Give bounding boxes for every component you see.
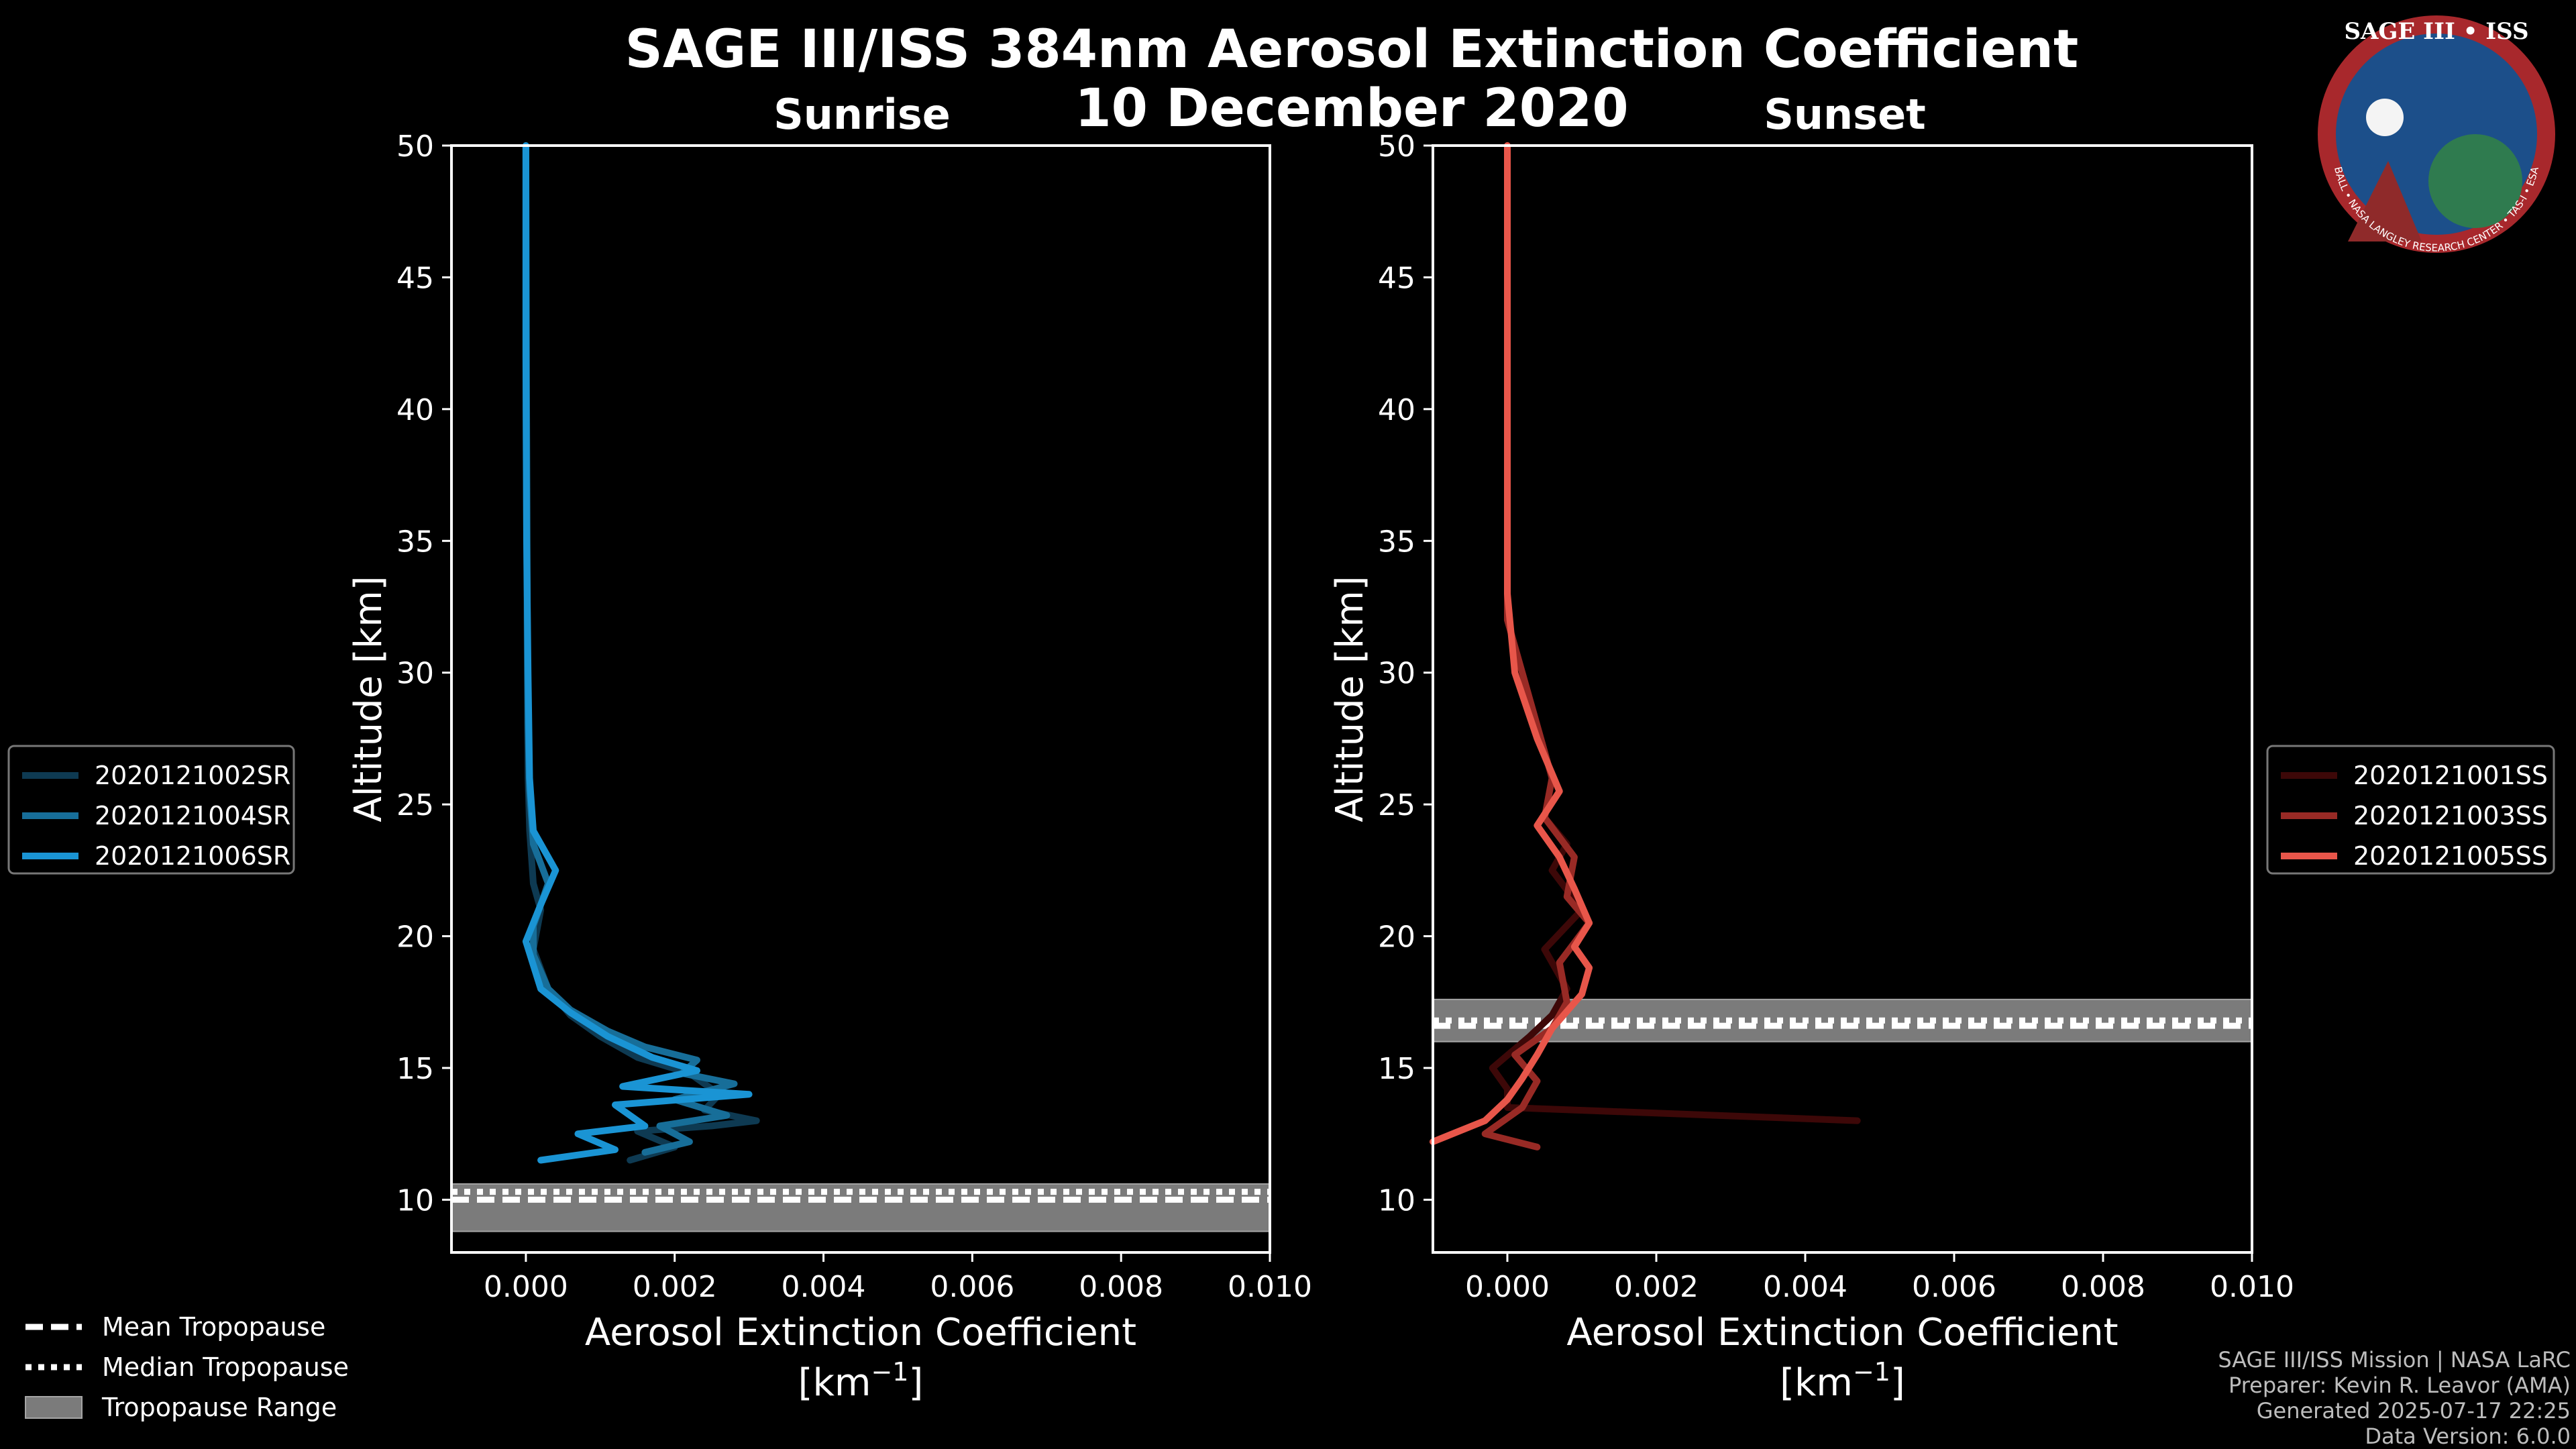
sunrise-panel-title: Sunrise bbox=[773, 90, 951, 139]
sunrise-y-tick-label: 25 bbox=[396, 788, 434, 822]
sunset-x-tick-label: 0.008 bbox=[2061, 1270, 2145, 1304]
logo-figure bbox=[2348, 161, 2422, 241]
sunrise-x-tick-label: 0.006 bbox=[930, 1270, 1014, 1304]
sunset-ticks-layer: 0.000 0.002 0.004 0.006 0.008 0.010 10 15 20 25 30… bbox=[1378, 129, 2294, 1304]
sunrise-panel: 0.000 0.002 0.004 0.006 0.008 0.010 10 15 20 25 30… bbox=[347, 129, 1312, 1405]
sunrise-y-axis-label: Altitude [km] bbox=[347, 576, 390, 822]
legend-label-2020121001SS: 2020121001SS bbox=[2353, 761, 2548, 790]
sage-logo: SAGE III • ISS BALL • NASA LANGLEY RESEA… bbox=[2318, 15, 2555, 254]
series-line-2020121005SS bbox=[1430, 142, 1593, 1145]
sunrise-y-tick-label: 35 bbox=[396, 525, 434, 559]
sunset-y-tick-label: 25 bbox=[1378, 788, 1415, 822]
sunset-y-tick-label: 30 bbox=[1378, 657, 1415, 691]
logo-text: SAGE III • ISS bbox=[2344, 18, 2528, 45]
sunrise-y-tick-label: 10 bbox=[396, 1183, 434, 1218]
sunrise-axes-frame bbox=[450, 144, 1271, 1254]
sunset-panel-title: Sunset bbox=[1764, 90, 1926, 139]
sunrise-x-tick-label: 0.000 bbox=[484, 1270, 568, 1304]
series-line-2020121001SS bbox=[1489, 142, 1861, 1124]
tropopause-legend: Mean Tropopause Median Tropopause Tropop… bbox=[25, 1312, 349, 1422]
legend-label-2020121002SR: 2020121002SR bbox=[95, 761, 290, 790]
legend-label-2020121003SS: 2020121003SS bbox=[2353, 801, 2548, 830]
sunset-y-tick-label: 35 bbox=[1378, 525, 1415, 559]
sunrise-tropopause-layer bbox=[451, 1183, 1271, 1232]
legend-label-2020121005SS: 2020121005SS bbox=[2353, 841, 2548, 871]
sunset-y-tick-label: 10 bbox=[1378, 1183, 1415, 1218]
series-line-2020121006SR bbox=[522, 142, 753, 1164]
sunrise-y-tick-label: 20 bbox=[396, 920, 434, 955]
logo-earth bbox=[2428, 134, 2522, 228]
credit-data-version: Data Version: 6.0.0 bbox=[2365, 1424, 2571, 1449]
sunset-x-tick-label: 0.002 bbox=[1614, 1270, 1699, 1304]
tropopause-range-swatch bbox=[25, 1396, 83, 1419]
sunset-y-tick-label: 20 bbox=[1378, 920, 1415, 955]
sunset-x-tick-label: 0.010 bbox=[2210, 1270, 2294, 1304]
sunset-y-tick-label: 50 bbox=[1378, 129, 1415, 164]
sunrise-x-tick-label: 0.002 bbox=[633, 1270, 717, 1304]
sunrise-legend: 2020121002SR 2020121004SR 2020121006SR bbox=[7, 745, 295, 875]
sunrise-series-layer bbox=[522, 142, 760, 1164]
logo-moon bbox=[2366, 99, 2404, 136]
tropopause-range-label: Tropopause Range bbox=[101, 1393, 337, 1422]
sunrise-x-tick-label: 0.004 bbox=[782, 1270, 866, 1304]
main-title: SAGE III/ISS 384nm Aerosol Extinction Co… bbox=[625, 19, 2079, 80]
legend-label-2020121004SR: 2020121004SR bbox=[95, 801, 290, 830]
sunrise-ticks-layer: 0.000 0.002 0.004 0.006 0.008 0.010 10 15 20 25 30… bbox=[396, 129, 1312, 1304]
sunrise-y-tick-label: 40 bbox=[396, 393, 434, 427]
sunset-axes-frame bbox=[1432, 144, 2253, 1254]
sunrise-x-tick-label: 0.010 bbox=[1228, 1270, 1312, 1304]
credit-generated: Generated 2025-07-17 22:25 bbox=[2257, 1398, 2571, 1424]
sunset-y-tick-label: 45 bbox=[1378, 261, 1415, 295]
sunrise-x-axis-label: Aerosol Extinction Coefficient bbox=[585, 1311, 1136, 1354]
median-tropopause-label: Median Tropopause bbox=[102, 1352, 349, 1382]
sunrise-y-tick-label: 30 bbox=[396, 657, 434, 691]
sunset-y-axis-label: Altitude [km] bbox=[1328, 576, 1372, 822]
sunrise-legend-box bbox=[7, 745, 295, 875]
credit-preparer: Preparer: Kevin R. Leavor (AMA) bbox=[2229, 1373, 2571, 1398]
sunset-x-axis-unit: [km−1] bbox=[1780, 1357, 1905, 1405]
sunrise-y-tick-label: 15 bbox=[396, 1052, 434, 1086]
sunset-x-tick-label: 0.000 bbox=[1465, 1270, 1550, 1304]
sunset-y-tick-label: 40 bbox=[1378, 393, 1415, 427]
credit-mission: SAGE III/ISS Mission | NASA LaRC bbox=[2218, 1347, 2571, 1373]
date-title: 10 December 2020 bbox=[1075, 78, 1628, 139]
legend-label-2020121006SR: 2020121006SR bbox=[95, 841, 290, 871]
mean-tropopause-label: Mean Tropopause bbox=[102, 1312, 325, 1342]
sunrise-x-axis-unit: [km−1] bbox=[798, 1357, 924, 1405]
sunset-y-tick-label: 15 bbox=[1378, 1052, 1415, 1086]
sunset-x-axis-label: Aerosol Extinction Coefficient bbox=[1566, 1311, 2118, 1354]
sunset-series-layer bbox=[1430, 142, 1861, 1150]
sunrise-x-tick-label: 0.008 bbox=[1079, 1270, 1163, 1304]
sunset-panel: 0.000 0.002 0.004 0.006 0.008 0.010 10 15 20 25 30… bbox=[1328, 129, 2294, 1405]
sunset-legend-box bbox=[2266, 745, 2555, 875]
sunset-x-tick-label: 0.004 bbox=[1763, 1270, 1847, 1304]
credits: SAGE III/ISS Mission | NASA LaRC Prepare… bbox=[2218, 1347, 2571, 1449]
sunset-x-tick-label: 0.006 bbox=[1912, 1270, 1996, 1304]
sunset-legend: 2020121001SS 2020121003SS 2020121005SS bbox=[2266, 745, 2555, 875]
sunrise-y-tick-label: 50 bbox=[396, 129, 434, 164]
series-line-2020121003SS bbox=[1481, 142, 1593, 1150]
sunrise-y-tick-label: 45 bbox=[396, 261, 434, 295]
